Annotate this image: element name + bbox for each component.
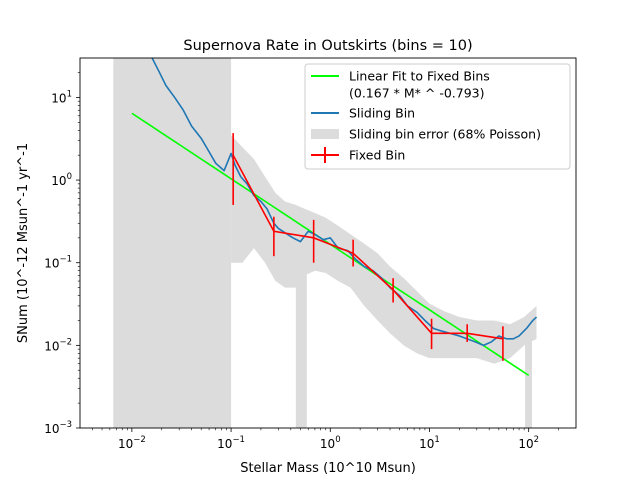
axes-frame [79,57,577,429]
x-tick-label-4: 102 [518,435,539,451]
x-tick-label-1: 10−1 [217,435,245,451]
legend-label-3: Fixed Bin [349,148,405,163]
y-tick-label-4: 101 [51,89,72,105]
y-tick-label-3: 100 [51,172,72,188]
chart-title: Supernova Rate in Outskirts (bins = 10) [183,38,472,54]
sliding-bin-line [151,57,538,347]
fixed-bin-layer [232,133,504,361]
error-band-region-3 [525,338,532,428]
legend-box [304,63,571,170]
legend-label-0-line2: (0.167 * M* ^ -0.793) [349,86,485,101]
legend-label-1: Sliding Bin [349,106,415,121]
sliding-bin-layer [151,57,538,347]
error-band-region-0 [113,58,232,428]
x-axis-label: Stellar Mass (10^10 Msun) [240,461,416,476]
y-tick-label-1: 10−2 [44,337,72,353]
x-tick-label-0: 10−2 [118,435,146,451]
y-tick-label-2: 10−1 [44,255,72,271]
legend-swatch-2 [311,129,339,139]
legend: Linear Fit to Fixed Bins (0.167 * M* ^ -0… [304,63,571,170]
x-tick-label-2: 100 [320,435,341,451]
fixed-bin-line [232,154,504,340]
x-tick-label-3: 101 [419,435,440,451]
error-band-region-1 [231,135,537,364]
y-tick-label-0: 10−3 [44,420,72,436]
y-axis-label: SNum (10^-12 Msun^-1 yr^-1 [16,143,31,343]
y-axis-ticks: 10−3 10−2 10−1 100 101 [44,72,80,436]
legend-label-0: Linear Fit to Fixed Bins [349,69,490,84]
error-band-region-2 [295,262,307,428]
legend-label-2: Sliding bin error (68% Poisson) [349,127,541,142]
x-axis-ticks: 10−2 10−1 100 101 102 [92,428,559,451]
error-band-layer [113,58,537,428]
